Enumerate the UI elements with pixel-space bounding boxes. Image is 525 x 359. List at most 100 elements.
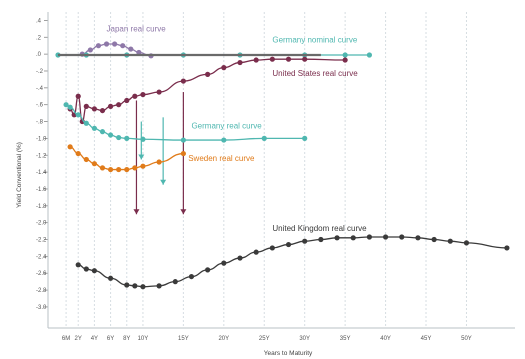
series-point <box>124 135 130 141</box>
series-point <box>91 268 97 274</box>
arrow-layer <box>133 92 187 215</box>
x-tick-label: 35Y <box>340 336 351 342</box>
series-point <box>124 97 130 104</box>
x-tick-label: 6M <box>62 336 70 342</box>
series-point <box>140 136 146 142</box>
series-point <box>180 137 186 143</box>
series-point <box>399 234 405 240</box>
series-point <box>342 57 348 63</box>
series-point <box>285 241 292 248</box>
x-tick-label: 50Y <box>461 336 472 342</box>
series-point <box>91 161 97 167</box>
series-point <box>75 93 81 99</box>
y-tick-label: .4 <box>36 18 42 24</box>
series-point <box>180 150 186 157</box>
series-point <box>140 284 146 290</box>
series-point <box>221 137 227 143</box>
series-point <box>107 132 114 138</box>
series-point <box>156 159 162 165</box>
series-point <box>302 238 308 244</box>
series-point <box>261 135 267 141</box>
x-axis-title: Years to Maturity <box>264 350 313 357</box>
series-point <box>342 52 348 58</box>
series-point <box>75 112 81 118</box>
series-point <box>447 238 453 244</box>
series-point <box>83 156 89 163</box>
series-point <box>67 144 73 150</box>
y-tick-label: -2.0 <box>36 221 47 227</box>
series-point <box>205 267 211 273</box>
series-line <box>69 58 346 123</box>
y-tick-label: -1.2 <box>36 153 47 159</box>
series-point <box>83 266 89 272</box>
label-layer: Japan real curve Germany nominal curve Uni… <box>107 24 368 233</box>
series-point <box>124 166 130 173</box>
series-line <box>78 236 507 288</box>
series-layer <box>55 41 510 290</box>
series-point <box>99 129 106 135</box>
series-point <box>269 56 275 62</box>
series-point <box>431 236 437 243</box>
series-point <box>124 282 130 288</box>
series-point <box>87 47 93 53</box>
x-tick-label: 30Y <box>299 336 310 342</box>
series-point <box>83 120 89 126</box>
series-point <box>67 104 73 110</box>
series-point <box>504 245 510 251</box>
series-point <box>253 249 259 255</box>
arrow-head <box>138 154 145 160</box>
series-label: United Kingdom real curve <box>272 224 367 233</box>
series-point <box>136 49 142 56</box>
series-point <box>116 134 122 141</box>
series-label: Japan real curve <box>107 24 167 33</box>
x-tick-label: 2Y <box>75 336 82 342</box>
x-tick-label: 8Y <box>123 336 130 342</box>
series-label: Germany nominal curve <box>272 35 357 44</box>
series-point <box>75 150 81 157</box>
series-point <box>112 41 118 47</box>
series-point <box>107 275 114 281</box>
series-point <box>75 262 81 268</box>
series-label: Sweden real curve <box>188 154 255 163</box>
arrow-head <box>180 209 187 215</box>
y-tick-label: -.2 <box>36 69 44 75</box>
series-point <box>91 106 97 112</box>
series-point <box>221 65 227 71</box>
y-tick-label: -.4 <box>36 86 44 92</box>
series-point <box>140 163 146 169</box>
y-tick-label: -2.8 <box>36 288 47 294</box>
series-point <box>116 102 122 108</box>
series-point <box>91 125 97 131</box>
series-point <box>205 71 211 77</box>
x-tick-label: 20Y <box>218 336 229 342</box>
y-tick-label: -2.6 <box>36 271 47 277</box>
y-tick-label: -3.0 <box>36 305 47 311</box>
y-tick-label: .2 <box>36 35 42 41</box>
series-point <box>156 283 162 289</box>
series-point <box>415 235 421 241</box>
series-point <box>132 165 138 171</box>
arrow-head <box>133 209 140 215</box>
x-tick-label: 4Y <box>91 336 98 342</box>
series-point <box>253 57 259 63</box>
series-point <box>132 93 138 99</box>
x-tick-label: 45Y <box>421 336 432 342</box>
series-point <box>156 89 162 95</box>
series-point <box>83 103 89 109</box>
series-point <box>269 245 275 251</box>
y-tick-label: -.6 <box>36 103 44 109</box>
series-point <box>99 165 106 171</box>
axis-layer: 6M 2Y 4Y 6Y 8Y 10Y 15Y 20Y 25Y 30Y 35Y 40Y 45Y 50Y .4.… <box>36 12 515 342</box>
y-tick-label: -1.8 <box>36 204 47 210</box>
y-tick-label: .0 <box>36 52 42 58</box>
series-point <box>172 279 178 285</box>
x-tick-label: 10Y <box>138 336 149 342</box>
y-tick-label: -2.4 <box>36 254 47 260</box>
y-tick-label: -1.6 <box>36 187 47 193</box>
series-point <box>221 260 227 266</box>
series-point <box>107 103 114 109</box>
series-point <box>103 41 110 47</box>
series-point <box>366 234 373 240</box>
series-point <box>382 234 389 240</box>
x-tick-label: 6Y <box>107 336 114 342</box>
